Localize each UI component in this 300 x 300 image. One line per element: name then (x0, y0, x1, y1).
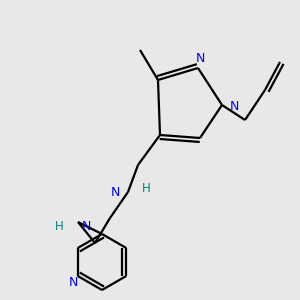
Text: N: N (195, 52, 205, 65)
Text: H: H (142, 182, 151, 196)
Text: N: N (82, 220, 92, 232)
Text: N: N (111, 185, 120, 199)
Text: N: N (69, 275, 78, 289)
Text: H: H (55, 220, 64, 232)
Text: N: N (229, 100, 239, 113)
